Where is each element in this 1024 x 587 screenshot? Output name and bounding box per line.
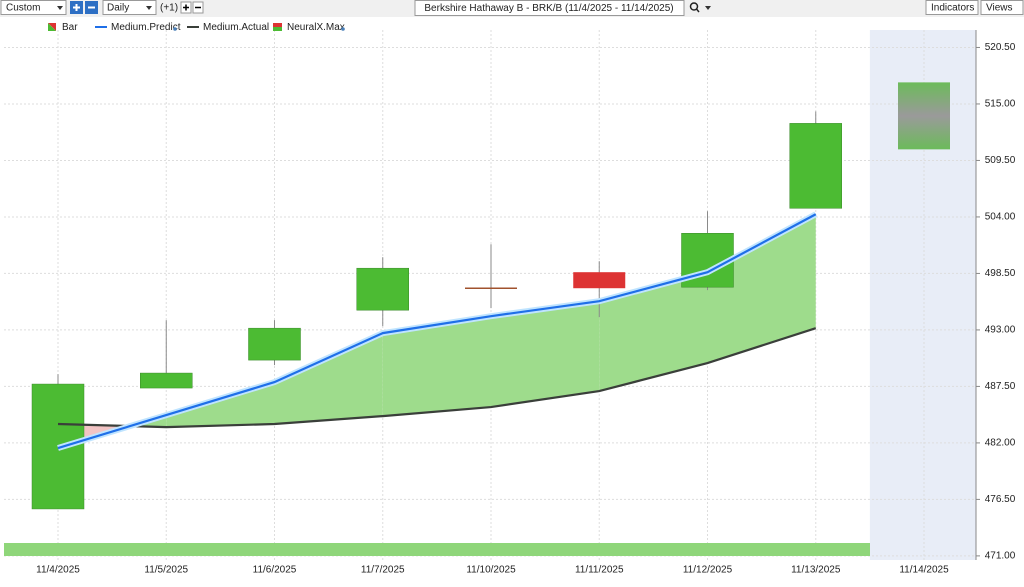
y-tick-label: 498.50	[985, 268, 1016, 279]
spread-fill	[707, 214, 816, 364]
spread-fill	[274, 333, 383, 425]
symbol-title: Berkshire Hathaway B - BRK/B (11/4/2025 …	[424, 3, 673, 14]
legend-dot	[173, 27, 177, 31]
candle-body	[573, 272, 626, 289]
legend-label: Medium.Predict	[111, 22, 181, 33]
spread-fill	[382, 316, 491, 417]
line	[57, 213, 817, 450]
dropdown-arrow	[705, 6, 711, 10]
range-select[interactable]	[0, 0, 67, 15]
plus-icon	[73, 4, 80, 11]
y-tick-label: 487.50	[985, 381, 1016, 392]
legend-label: NeuralX.Max	[287, 22, 345, 33]
x-tick-label: 11/7/2025	[361, 565, 405, 576]
y-tick-label: 493.00	[985, 325, 1016, 336]
candle-body	[356, 267, 409, 311]
range-text: Custom	[6, 3, 40, 14]
y-tick-label: 482.00	[985, 438, 1016, 449]
legend-swatch	[48, 23, 56, 31]
legend-dot	[341, 27, 345, 31]
search-icon[interactable]	[689, 2, 699, 11]
x-tick-label: 11/10/2025	[466, 565, 516, 576]
dropdown-arrow	[146, 6, 152, 10]
y-tick-label: 476.50	[985, 494, 1016, 505]
x-tick-label: 11/4/2025	[36, 565, 80, 576]
signal-strip	[4, 543, 870, 556]
candle-body	[248, 327, 301, 361]
x-tick-label: 11/14/2025	[899, 565, 949, 576]
y-tick-label: 520.50	[985, 42, 1016, 53]
plus-icon	[183, 4, 189, 11]
y-tick-label: 471.00	[985, 551, 1016, 562]
period-select[interactable]	[102, 0, 157, 15]
offset-text: (+1)	[160, 3, 178, 14]
period-text: Daily	[107, 3, 129, 14]
candle-body	[789, 123, 842, 209]
spread-fill	[599, 272, 708, 392]
x-tick-label: 11/11/2025	[575, 565, 624, 576]
x-tick-label: 11/6/2025	[253, 565, 297, 576]
indicators-text: Indicators	[931, 3, 974, 14]
spread-fill	[491, 301, 600, 408]
x-tick-label: 11/12/2025	[683, 565, 733, 576]
legend-swatch	[273, 23, 282, 27]
indicators-button[interactable]	[925, 0, 979, 15]
candle-body	[140, 372, 193, 389]
x-tick-label: 11/13/2025	[791, 565, 841, 576]
line	[57, 327, 817, 429]
y-tick-label: 509.50	[985, 155, 1016, 166]
views-text: Views	[986, 3, 1013, 14]
dropdown-arrow	[57, 6, 63, 10]
x-tick-label: 11/5/2025	[144, 565, 188, 576]
forecast-box	[898, 82, 950, 150]
search-handle	[695, 8, 700, 13]
legend-label: Medium.Actual	[203, 22, 269, 33]
legend-label: Bar	[62, 22, 78, 33]
views-button[interactable]	[980, 0, 1024, 15]
y-tick-label: 504.00	[985, 212, 1016, 223]
y-tick-label: 515.00	[985, 99, 1016, 110]
symbol-box[interactable]	[414, 0, 685, 16]
legend-swatch	[273, 27, 282, 31]
